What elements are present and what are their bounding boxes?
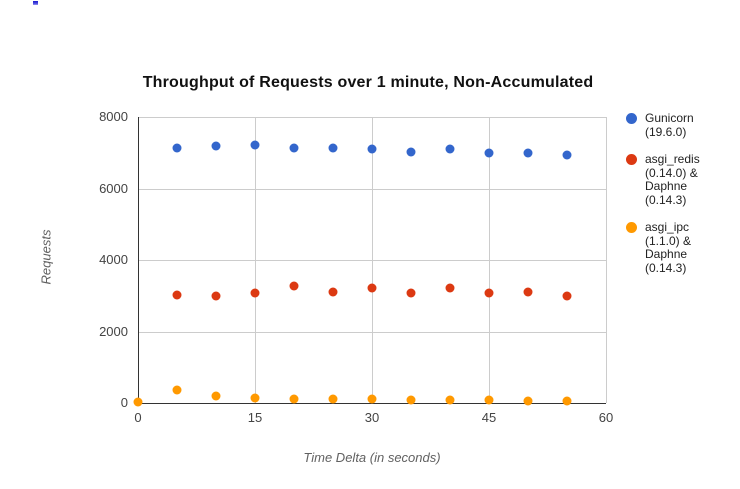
data-point (211, 291, 221, 301)
data-point (484, 148, 494, 158)
data-point (250, 288, 260, 298)
y-tick-label: 6000 (99, 180, 128, 196)
legend-marker-icon (626, 222, 637, 233)
legend: Gunicorn (19.6.0) asgi_redis (0.14.0) & Daph… (626, 111, 736, 289)
data-point (406, 395, 416, 405)
legend-item: asgi_ipc (1.1.0) & Daphne (0.14.3) (626, 220, 736, 275)
data-point (172, 385, 182, 395)
data-point (289, 394, 299, 404)
x-gridline (372, 117, 373, 403)
y-axis-title: Requests (38, 229, 54, 285)
legend-label: Gunicorn (19.6.0) (645, 111, 694, 139)
data-point (289, 143, 299, 153)
chart-title: Throughput of Requests over 1 minute, No… (142, 74, 594, 91)
y-tick-label: 4000 (99, 252, 128, 267)
x-tick-label: 30 (364, 410, 380, 425)
data-point (367, 144, 377, 154)
data-point (289, 281, 299, 291)
y-tick-label: 8000 (99, 109, 128, 124)
x-tick-label: 15 (247, 410, 263, 425)
legend-label: asgi_ipc (1.1.0) & Daphne (0.14.3) (645, 220, 692, 275)
y-axis-line (138, 117, 139, 403)
data-point (523, 396, 533, 406)
data-point (562, 150, 572, 160)
data-point (367, 394, 377, 404)
data-point (445, 144, 455, 154)
x-tick-label: 0 (134, 410, 142, 425)
data-point (211, 391, 221, 401)
data-point (445, 283, 455, 293)
data-point (133, 397, 143, 407)
data-point (250, 393, 260, 403)
legend-label: asgi_redis (0.14.0) & Daphne (0.14.3) (645, 152, 700, 207)
y-tick-label: 0 (120, 395, 128, 410)
data-point (328, 287, 338, 297)
data-point (328, 394, 338, 404)
x-gridline (255, 117, 256, 403)
data-point (406, 147, 416, 157)
data-point (211, 141, 221, 151)
data-point (562, 291, 572, 301)
data-point (172, 290, 182, 300)
data-point (562, 396, 572, 406)
data-point (328, 143, 338, 153)
x-gridline (489, 117, 490, 403)
data-point (172, 143, 182, 153)
x-tick-label: 60 (598, 410, 614, 425)
data-point (445, 395, 455, 405)
stray-mark (33, 1, 38, 5)
data-point (250, 140, 260, 150)
x-gridline (606, 117, 607, 403)
legend-marker-icon (626, 113, 637, 124)
legend-item: Gunicorn (19.6.0) (626, 111, 736, 139)
data-point (484, 395, 494, 405)
y-tick-label: 2000 (99, 323, 128, 339)
data-point (523, 148, 533, 158)
legend-marker-icon (626, 154, 637, 165)
x-tick-label: 45 (481, 410, 497, 425)
data-point (523, 287, 533, 297)
data-point (484, 288, 494, 298)
data-point (406, 288, 416, 298)
data-point (367, 283, 377, 293)
x-axis-title: Time Delta (in seconds) (303, 450, 441, 465)
legend-item: asgi_redis (0.14.0) & Daphne (0.14.3) (626, 152, 736, 207)
